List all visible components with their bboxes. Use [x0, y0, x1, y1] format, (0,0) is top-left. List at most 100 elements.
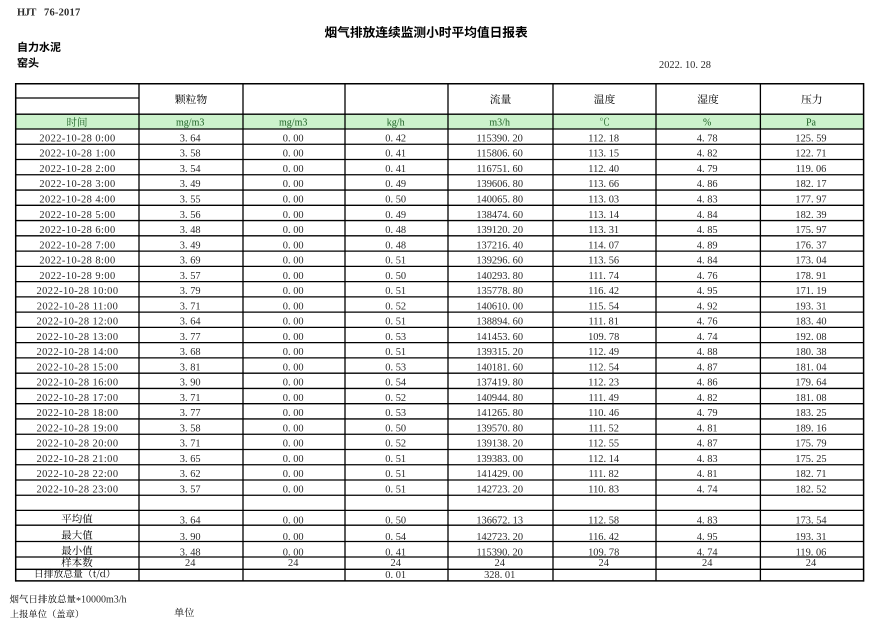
svg-text:2022-10-28 17:00: 2022-10-28 17:00 — [37, 393, 119, 404]
svg-text:0. 50: 0. 50 — [385, 423, 406, 434]
svg-text:4. 74: 4. 74 — [697, 484, 719, 495]
svg-text:0. 00: 0. 00 — [283, 423, 304, 434]
svg-text:0. 51: 0. 51 — [385, 286, 406, 297]
svg-text:110. 46: 110. 46 — [588, 408, 619, 419]
svg-text:2022-10-28 0:00: 2022-10-28 0:00 — [39, 133, 115, 144]
svg-text:140610. 00: 140610. 00 — [476, 301, 523, 312]
svg-text:139606. 80: 139606. 80 — [476, 179, 523, 190]
svg-text:175. 25: 175. 25 — [795, 454, 826, 465]
svg-text:122. 71: 122. 71 — [795, 149, 826, 160]
svg-text:180. 38: 180. 38 — [795, 347, 826, 358]
svg-text:112. 55: 112. 55 — [588, 439, 619, 450]
svg-text:112. 14: 112. 14 — [588, 454, 620, 465]
svg-text:3. 64: 3. 64 — [180, 317, 202, 328]
svg-text:0. 00: 0. 00 — [283, 210, 304, 221]
svg-text:m3/h: m3/h — [489, 117, 510, 128]
svg-text:173. 04: 173. 04 — [795, 256, 827, 267]
svg-text:4. 79: 4. 79 — [697, 408, 718, 419]
svg-text:0. 00: 0. 00 — [283, 149, 304, 160]
svg-text:182. 52: 182. 52 — [795, 484, 826, 495]
svg-text:4. 88: 4. 88 — [697, 347, 718, 358]
svg-text:0. 52: 0. 52 — [385, 393, 406, 404]
svg-text:3. 49: 3. 49 — [180, 179, 201, 190]
svg-text:112. 49: 112. 49 — [588, 347, 619, 358]
svg-text:3. 58: 3. 58 — [180, 149, 201, 160]
svg-text:4. 84: 4. 84 — [697, 256, 719, 267]
svg-text:0. 48: 0. 48 — [385, 240, 406, 251]
svg-text:3. 48: 3. 48 — [180, 547, 201, 558]
svg-text:3. 77: 3. 77 — [180, 332, 201, 343]
svg-text:2022-10-28 13:00: 2022-10-28 13:00 — [37, 332, 119, 343]
svg-text:3. 81: 3. 81 — [180, 362, 201, 373]
svg-text:135778. 80: 135778. 80 — [476, 286, 523, 297]
svg-text:0. 00: 0. 00 — [283, 225, 304, 236]
svg-text:2022. 10. 28: 2022. 10. 28 — [659, 60, 711, 71]
svg-text:4. 76: 4. 76 — [697, 317, 718, 328]
svg-text:141429. 00: 141429. 00 — [476, 469, 523, 480]
svg-text:0. 53: 0. 53 — [385, 332, 406, 343]
svg-text:4. 92: 4. 92 — [697, 301, 718, 312]
svg-text:114. 07: 114. 07 — [588, 240, 619, 251]
svg-text:112. 54: 112. 54 — [588, 362, 620, 373]
svg-text:0. 00: 0. 00 — [283, 439, 304, 450]
svg-text:4. 78: 4. 78 — [697, 133, 718, 144]
svg-text:181. 08: 181. 08 — [795, 393, 826, 404]
svg-text:142723. 20: 142723. 20 — [476, 532, 523, 543]
svg-text:119. 06: 119. 06 — [796, 547, 827, 558]
svg-text:115390. 20: 115390. 20 — [477, 133, 523, 144]
svg-text:3. 77: 3. 77 — [180, 408, 201, 419]
svg-text:2022-10-28 3:00: 2022-10-28 3:00 — [39, 179, 115, 190]
svg-text:2022-10-28 5:00: 2022-10-28 5:00 — [39, 210, 115, 221]
svg-text:4. 74: 4. 74 — [697, 332, 719, 343]
svg-text:189. 16: 189. 16 — [795, 423, 826, 434]
svg-text:111. 52: 111. 52 — [588, 423, 618, 434]
svg-text:2022-10-28 8:00: 2022-10-28 8:00 — [39, 256, 115, 267]
svg-text:3. 71: 3. 71 — [180, 301, 201, 312]
svg-text:0. 00: 0. 00 — [283, 164, 304, 175]
svg-text:0. 52: 0. 52 — [385, 301, 406, 312]
svg-text:4. 82: 4. 82 — [697, 149, 718, 160]
svg-text:140181. 60: 140181. 60 — [476, 362, 523, 373]
svg-text:24: 24 — [599, 558, 610, 569]
svg-text:2022-10-28 2:00: 2022-10-28 2:00 — [39, 164, 115, 175]
svg-text:113. 15: 113. 15 — [588, 149, 619, 160]
svg-text:3. 71: 3. 71 — [180, 439, 201, 450]
svg-text:0. 00: 0. 00 — [283, 408, 304, 419]
svg-text:0. 51: 0. 51 — [385, 317, 406, 328]
svg-text:0. 00: 0. 00 — [283, 347, 304, 358]
svg-text:177. 97: 177. 97 — [795, 194, 826, 205]
svg-text:0. 00: 0. 00 — [283, 179, 304, 190]
svg-text:0. 49: 0. 49 — [385, 210, 406, 221]
svg-text:HJT: HJT — [17, 8, 36, 19]
svg-text:0. 00: 0. 00 — [283, 240, 304, 251]
svg-text:2022-10-28 20:00: 2022-10-28 20:00 — [37, 439, 119, 450]
svg-text:4. 85: 4. 85 — [697, 225, 718, 236]
svg-text:115806. 60: 115806. 60 — [477, 149, 523, 160]
svg-text:2022-10-28 14:00: 2022-10-28 14:00 — [37, 347, 119, 358]
svg-text:116. 42: 116. 42 — [588, 532, 619, 543]
svg-text:3. 49: 3. 49 — [180, 240, 201, 251]
svg-text:0. 51: 0. 51 — [385, 454, 406, 465]
svg-text:175. 79: 175. 79 — [795, 439, 826, 450]
svg-text:173. 54: 173. 54 — [795, 516, 827, 527]
svg-text:0. 00: 0. 00 — [283, 469, 304, 480]
svg-text:140065. 80: 140065. 80 — [476, 194, 523, 205]
svg-text:113. 31: 113. 31 — [588, 225, 619, 236]
svg-text:0. 50: 0. 50 — [385, 271, 406, 282]
svg-text:2022-10-28 15:00: 2022-10-28 15:00 — [37, 362, 119, 373]
svg-text:140944. 80: 140944. 80 — [476, 393, 523, 404]
svg-text:0. 00: 0. 00 — [283, 256, 304, 267]
svg-text:0. 00: 0. 00 — [283, 317, 304, 328]
svg-text:0. 54: 0. 54 — [385, 378, 407, 389]
svg-text:4. 76: 4. 76 — [697, 271, 718, 282]
svg-text:2022-10-28 6:00: 2022-10-28 6:00 — [39, 225, 115, 236]
svg-text:116. 42: 116. 42 — [588, 286, 619, 297]
svg-text:0. 53: 0. 53 — [385, 408, 406, 419]
svg-text:24: 24 — [702, 558, 713, 569]
svg-text:4. 95: 4. 95 — [697, 286, 718, 297]
svg-text:141265. 80: 141265. 80 — [476, 408, 523, 419]
svg-text:4. 87: 4. 87 — [697, 439, 718, 450]
svg-text:113. 56: 113. 56 — [588, 256, 619, 267]
svg-text:4. 84: 4. 84 — [697, 210, 719, 221]
svg-text:136672. 13: 136672. 13 — [476, 516, 523, 527]
